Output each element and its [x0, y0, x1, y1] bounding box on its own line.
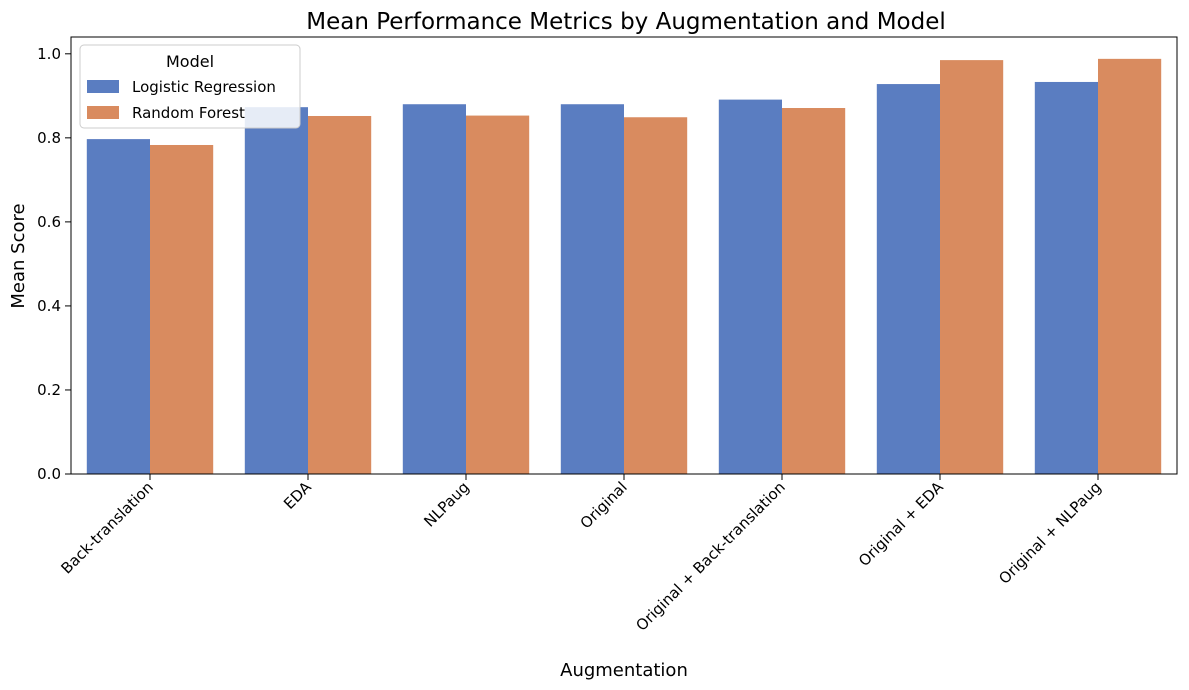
x-tick-label: Original + EDA [855, 478, 947, 570]
y-tick-label: 0.4 [37, 297, 61, 315]
plot-frame [70, 36, 1178, 475]
bar-logistic-regression-4 [718, 99, 782, 475]
x-tick-label: Original + Back-translation [632, 478, 788, 634]
bar-logistic-regression-6 [1034, 81, 1098, 475]
bar-logistic-regression-2 [402, 104, 466, 474]
legend-label: Random Forest [132, 104, 245, 122]
x-tick-label: NLPaug [420, 478, 472, 530]
y-tick-label: 0.2 [37, 381, 61, 399]
legend: Model Logistic Regression Random Forest [79, 44, 301, 129]
bar-random-forest-3 [624, 117, 688, 475]
bar-random-forest-0 [150, 144, 214, 474]
bar-logistic-regression-3 [560, 104, 624, 474]
legend-swatch [87, 106, 119, 119]
legend-box [79, 44, 301, 129]
bar-random-forest-6 [1098, 58, 1162, 474]
y-axis-ticks: 0.0 0.2 0.4 0.6 0.8 1.0 [37, 45, 71, 483]
y-axis-label: Mean Score [8, 203, 29, 308]
plot-bars [86, 58, 1162, 475]
y-tick-label: 0.8 [37, 129, 61, 147]
x-axis-label: Augmentation [560, 660, 688, 681]
legend-label: Logistic Regression [132, 78, 276, 96]
x-tick-label: Original + NLPaug [995, 478, 1105, 588]
legend-swatch [87, 80, 119, 93]
bar-logistic-regression-5 [876, 84, 940, 475]
y-tick-label: 1.0 [37, 45, 61, 63]
bar-random-forest-5 [940, 60, 1004, 475]
bar-logistic-regression-0 [86, 139, 150, 474]
x-tick-label: EDA [280, 478, 315, 513]
x-tick-label: Back-translation [57, 478, 156, 577]
x-axis-ticks: Back-translation EDA NLPaug Original Origina… [57, 474, 1105, 635]
y-tick-label: 0.0 [37, 465, 61, 483]
y-tick-label: 0.6 [37, 213, 61, 231]
chart-title: Mean Performance Metrics by Augmentation… [306, 9, 946, 35]
bar-random-forest-4 [782, 108, 846, 474]
x-tick-label: Original [577, 478, 631, 532]
bar-logistic-regression-1 [244, 107, 308, 474]
bar-random-forest-1 [308, 115, 372, 474]
legend-title: Model [166, 52, 214, 71]
bar-random-forest-2 [466, 115, 530, 474]
